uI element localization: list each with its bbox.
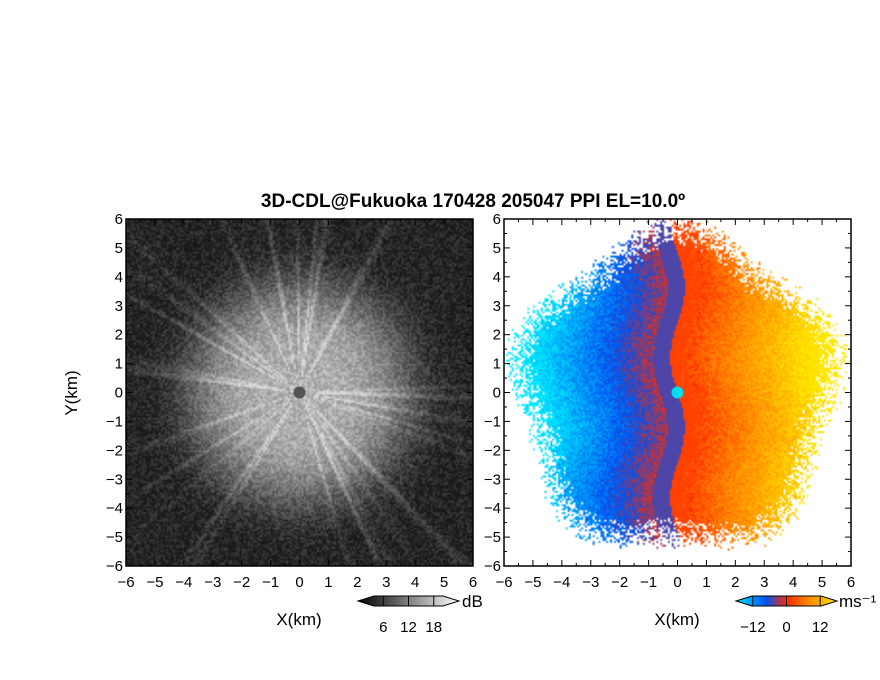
x-tick-label: 5: [818, 574, 826, 591]
y-tick-label: 2: [493, 327, 501, 344]
reflectivity-colorbar-unit: dB: [462, 592, 483, 611]
y-tick-label: −2: [484, 442, 501, 459]
velocity-colorbar-unit: ms⁻¹: [839, 592, 877, 611]
x-tick-label: −4: [553, 574, 570, 591]
colorbar-tick-label: 12: [400, 619, 417, 636]
x-tick-label: 3: [382, 574, 390, 591]
y-tick-label: 6: [115, 211, 123, 228]
y-tick-label: −3: [484, 471, 501, 488]
y-tick-label: −1: [106, 413, 123, 430]
radar-site-marker-right: [671, 386, 684, 399]
y-tick-label: 0: [493, 385, 501, 402]
colorbar-tick-label: 0: [782, 619, 790, 636]
x-tick-label: 4: [789, 574, 797, 591]
x-tick-label: 6: [847, 574, 855, 591]
y-tick-label: 4: [115, 269, 123, 286]
colorbar-tick-label: 12: [812, 619, 829, 636]
y-tick-label: 3: [493, 298, 501, 315]
y-tick-label: −3: [106, 471, 123, 488]
velocity-colorbar: ms⁻¹ −12 0 12: [734, 592, 877, 636]
x-tick-label: 2: [353, 574, 361, 591]
x-tick-label: 6: [469, 574, 477, 591]
y-tick-label: 5: [115, 240, 123, 257]
y-tick-label: 1: [493, 356, 501, 373]
velocity-panel: −6 −5 −4 −3 −2 −1 0 1 2 3 4 5 6 6 5 4 3 2 1 0 −1 −2 −3 −4 −5 −6 X…: [484, 211, 855, 629]
x-tick-label: −2: [611, 574, 628, 591]
y-tick-label: 5: [493, 240, 501, 257]
y-tick-label: −5: [106, 529, 123, 546]
y-tick-label: 2: [115, 327, 123, 344]
radar-site-marker-left: [293, 386, 306, 399]
y-tick-label: −4: [106, 500, 123, 517]
x-tick-label: 5: [440, 574, 448, 591]
colorbar-tick-label: 6: [379, 619, 387, 636]
x-tick-label: −6: [495, 574, 512, 591]
x-tick-label: −1: [640, 574, 657, 591]
x-tick-label: 0: [295, 574, 303, 591]
y-tick-label: −5: [484, 529, 501, 546]
x-tick-label: 3: [760, 574, 768, 591]
x-axis-label-left: X(km): [276, 610, 321, 629]
x-tick-label: 2: [731, 574, 739, 591]
x-tick-label: 1: [324, 574, 332, 591]
reflectivity-panel: −6 −5 −4 −3 −2 −1 0 1 2 3 4 5 6 6 5 4 3 2 1 0 −1 −2 −3 −4 −5 −6 X…: [62, 211, 477, 629]
colorbar-tick-label: −12: [740, 619, 765, 636]
y-tick-label: −2: [106, 442, 123, 459]
y-tick-label: −4: [484, 500, 501, 517]
y-tick-label: 1: [115, 356, 123, 373]
x-tick-label: −3: [204, 574, 221, 591]
y-tick-label: −6: [484, 558, 501, 575]
y-axis-label: Y(km): [62, 370, 81, 415]
y-tick-label: 4: [493, 269, 501, 286]
x-tick-label: 1: [702, 574, 710, 591]
x-tick-label: 0: [673, 574, 681, 591]
y-tick-label: 3: [115, 298, 123, 315]
x-tick-label: −6: [117, 574, 134, 591]
x-tick-label: −1: [262, 574, 279, 591]
x-tick-label: −2: [233, 574, 250, 591]
colorbar-tick-label: 18: [425, 619, 442, 636]
x-tick-label: −4: [175, 574, 192, 591]
y-tick-label: −1: [484, 413, 501, 430]
reflectivity-colorbar: dB 6 12 18: [356, 592, 483, 636]
y-tick-label: 0: [115, 385, 123, 402]
x-tick-label: −5: [146, 574, 163, 591]
chart-title: 3D-CDL@Fukuoka 170428 205047 PPI EL=10.0…: [261, 191, 685, 212]
x-tick-label: −5: [524, 574, 541, 591]
y-tick-label: −6: [106, 558, 123, 575]
x-axis-label-right: X(km): [654, 610, 699, 629]
x-tick-label: 4: [411, 574, 419, 591]
x-tick-label: −3: [582, 574, 599, 591]
y-tick-label: 6: [493, 211, 501, 228]
